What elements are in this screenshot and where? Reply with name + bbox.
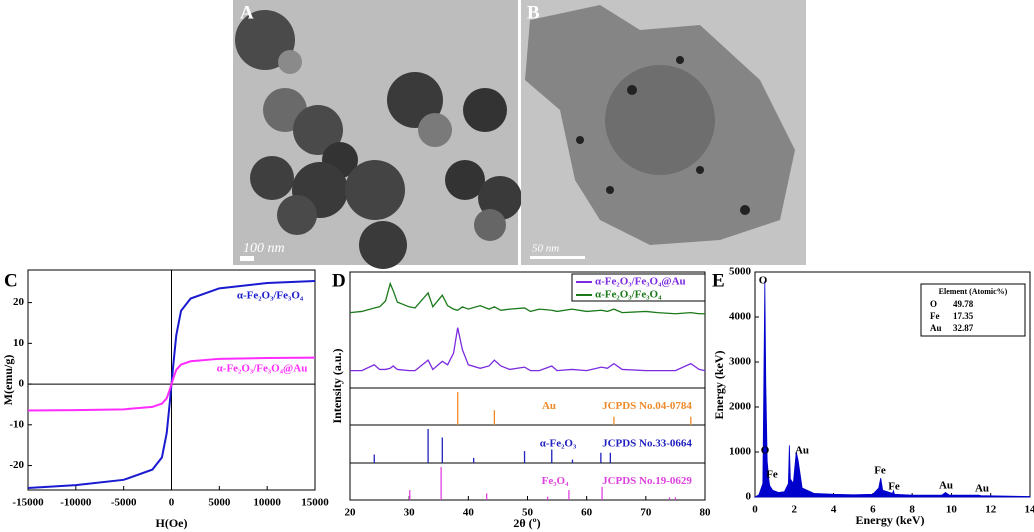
panel-label: C — [4, 270, 18, 291]
table-cell: 32.87 — [953, 323, 974, 333]
x-tick-label: -5000 — [111, 497, 137, 509]
y-axis-label: Intensity (a.u.) — [330, 348, 344, 423]
peak-label: Au — [939, 480, 953, 492]
reference-label: JCPDS No.19-0629 — [602, 475, 692, 487]
x-tick-label: 2 — [792, 504, 798, 516]
table-cell: Fe — [930, 311, 940, 321]
table-box — [920, 283, 1026, 337]
legend-box — [571, 273, 706, 302]
series-line — [349, 281, 705, 315]
x-tick-label: 0 — [752, 504, 758, 516]
x-tick-label: 70 — [640, 507, 652, 519]
x-tick-label: 5000 — [208, 497, 231, 509]
peak-label: Fe — [888, 481, 900, 493]
y-tick-label: 1000 — [729, 446, 752, 458]
series-label: α-Fe₂O₃/Fe₃O₄ — [237, 290, 304, 302]
scale-bar-label: 100 nm — [243, 241, 285, 256]
x-tick-label: 50 — [522, 507, 534, 519]
series-label: α-Fe₂O₃/Fe₃O₄@Au — [217, 363, 308, 375]
x-tick-label: 20 — [345, 507, 357, 519]
x-tick-label: 4 — [831, 504, 837, 516]
reference-name: α-Fe₂O₃ — [540, 438, 577, 450]
x-tick-label: 0 — [169, 497, 175, 509]
reference-name: Au — [542, 400, 556, 412]
table-header: Element (Atomic%) — [939, 287, 1008, 296]
table-cell: O — [930, 299, 937, 309]
table-cell: Au — [930, 323, 942, 333]
image-label: B — [527, 2, 540, 23]
y-tick-label: 4000 — [729, 311, 752, 323]
x-tick-label: 30 — [404, 507, 416, 519]
tem-image-b — [521, 0, 806, 265]
x-tick-label: 6 — [870, 504, 876, 516]
panel-label: E — [712, 270, 725, 291]
y-axis-label: Energy (keV) — [712, 351, 726, 420]
x-tick-label: 40 — [463, 507, 475, 519]
series-line — [27, 356, 316, 412]
legend-label: α-Fe₂O₃/Fe₃O₄ — [595, 289, 662, 301]
table-cell: 17.35 — [953, 311, 974, 321]
reference-name: Fe₃O₄ — [542, 475, 569, 487]
x-tick-label: 10000 — [253, 497, 281, 509]
x-axis-label: Energy (keV) — [856, 513, 925, 527]
plot-frame — [349, 271, 706, 501]
x-tick-label: 15000 — [301, 497, 329, 509]
y-tick-label: 10 — [13, 337, 25, 349]
table-cell: 49.78 — [953, 299, 974, 309]
y-tick-label: 3000 — [729, 356, 752, 368]
y-tick-label: 0 — [746, 491, 752, 503]
x-axis-label: 2θ (º) — [513, 516, 540, 530]
tem-image-a — [233, 0, 522, 269]
reference-label: JCPDS No.33-0664 — [602, 438, 692, 450]
x-tick-label: 12 — [985, 504, 997, 516]
y-tick-label: 20 — [13, 296, 25, 308]
x-tick-label: 60 — [581, 507, 593, 519]
y-tick-label: 2000 — [729, 401, 752, 413]
image-label: A — [240, 2, 254, 23]
x-tick-label: 8 — [909, 504, 915, 516]
peak-label: O — [759, 275, 768, 287]
y-axis-label: M(emu/g) — [1, 355, 15, 406]
x-tick-label: 14 — [1025, 504, 1034, 516]
spectrum-area — [753, 280, 1031, 498]
peak-label: Au — [795, 445, 809, 457]
peak-label: Au — [975, 483, 989, 495]
series-line — [350, 327, 706, 372]
x-tick-label: 10 — [946, 504, 958, 516]
x-tick-label: -10000 — [60, 497, 92, 509]
scale-bar-label: 50 nm — [532, 243, 559, 255]
x-axis-label: H(Oe) — [156, 516, 188, 530]
y-tick-label: 5000 — [729, 266, 752, 278]
x-tick-label: 80 — [700, 507, 712, 519]
legend-label: α-Fe₂O₃/Fe₃O₄@Au — [595, 276, 686, 288]
y-tick-label: -10 — [9, 418, 24, 430]
peak-label: O — [761, 445, 770, 457]
y-tick-label: 0 — [19, 378, 25, 390]
x-tick-label: -15000 — [12, 497, 44, 509]
reference-label: JCPDS No.04-0784 — [602, 400, 692, 412]
peak-label: Fe — [766, 469, 778, 481]
y-tick-label: -20 — [9, 459, 24, 471]
peak-label: Fe — [874, 465, 886, 477]
panel-label: D — [332, 270, 346, 291]
